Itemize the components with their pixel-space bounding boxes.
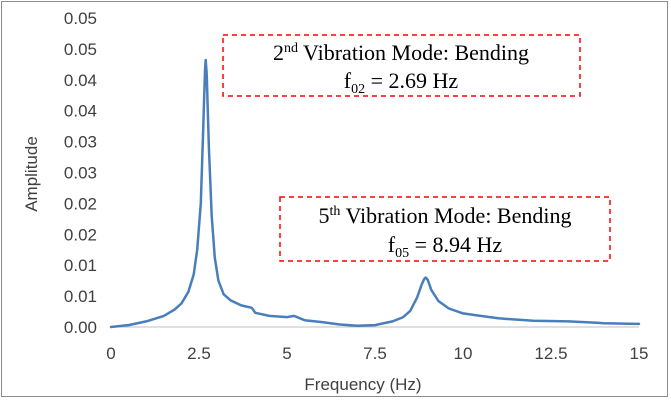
series-line-amplitude [109,58,641,329]
x-tick-label: 0 [106,344,115,363]
y-axis-ticks: 0.00 0.01 0.01 0.02 0.02 0.03 0.03 0.04 0.04 0.05… [64,9,97,337]
y-axis-title: Amplitude [22,136,41,212]
annotation-mode-5: 5th Vibration Mode: Bending f05 = 8.94 H… [279,196,611,262]
y-tick-label: 0.05 [64,9,97,28]
y-tick-label: 0.01 [64,287,97,306]
annotation-mode-2: 2nd Vibration Mode: Bending f02 = 2.69 H… [222,34,581,97]
y-tick-label: 0.03 [64,133,97,152]
x-tick-label: 10 [454,344,473,363]
y-tick-label: 0.02 [64,194,97,213]
x-tick-label: 2.5 [187,344,211,363]
annotation-mode-2-title: 2nd Vibration Mode: Bending [273,40,529,65]
x-tick-label: 15 [630,344,649,363]
annotation-mode-5-frequency: f05 = 8.94 Hz [388,232,503,261]
y-tick-label: 0.01 [64,256,97,275]
y-tick-label: 0.00 [64,318,97,337]
annotation-box-mode-5 [279,196,611,262]
x-tick-label: 7.5 [363,344,387,363]
x-tick-label: 5 [282,344,291,363]
x-tick-label: 12.5 [534,344,567,363]
x-axis-ticks: 0 2.5 5 7.5 10 12.5 15 [106,344,648,363]
y-tick-label: 0.04 [64,102,97,121]
x-axis-title: Frequency (Hz) [304,375,421,394]
annotation-mode-5-title: 5th Vibration Mode: Bending [319,203,572,228]
y-tick-label: 0.04 [64,71,97,90]
annotation-mode-2-frequency: f02 = 2.69 Hz [344,68,459,97]
annotation-box-mode-2 [222,34,581,97]
y-tick-label: 0.02 [64,225,97,244]
y-tick-label: 0.05 [64,40,97,59]
y-tick-label: 0.03 [64,164,97,183]
